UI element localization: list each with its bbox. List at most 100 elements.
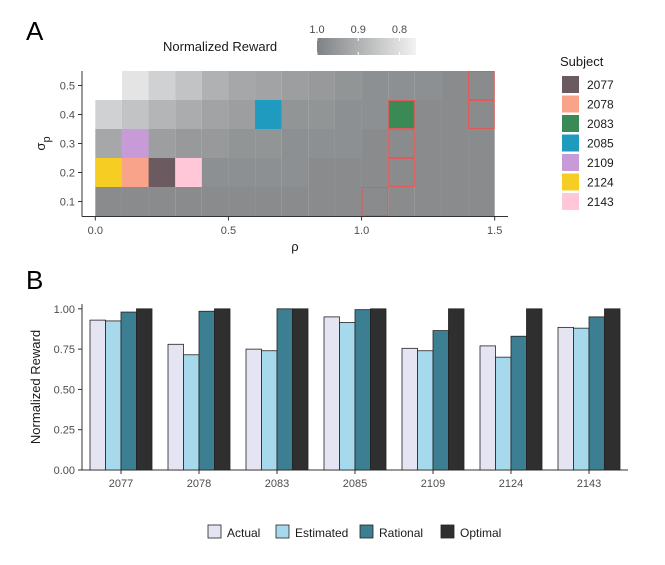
heatmap-y-axis-title: σp bbox=[33, 136, 53, 150]
subject-cell-2078 bbox=[121, 158, 149, 187]
bar-optimal-2143 bbox=[604, 308, 621, 471]
bar-y-tick-label: 0.25 bbox=[54, 425, 75, 437]
bar-actual-2078 bbox=[167, 343, 184, 471]
heatmap-cell bbox=[441, 100, 469, 129]
bar-x-tick-label: 2085 bbox=[343, 478, 367, 490]
bar-x-tick-label: 2077 bbox=[109, 478, 133, 490]
heatmap-x-tick-label: 0.5 bbox=[221, 225, 236, 237]
bar-y-tick-label: 0.75 bbox=[54, 344, 75, 356]
heatmap-cell bbox=[361, 129, 389, 158]
colorbar-tick-label: 1.0 bbox=[309, 24, 324, 36]
bar-estimated-2078 bbox=[183, 354, 200, 471]
bar-actual-2143 bbox=[557, 326, 574, 471]
heatmap-cell bbox=[148, 100, 176, 129]
heatmap-cell bbox=[175, 100, 202, 129]
heatmap-y-tick-label: 0.2 bbox=[60, 168, 75, 180]
subject-legend-title: Subject bbox=[560, 54, 604, 69]
subject-legend-swatch-2083 bbox=[562, 115, 579, 132]
heatmap-cell bbox=[414, 100, 442, 129]
bar-legend-swatch-rational bbox=[359, 524, 374, 539]
heatmap-cell bbox=[388, 71, 415, 100]
heatmap-cell bbox=[388, 158, 415, 187]
heatmap-cell bbox=[281, 158, 309, 187]
heatmap-x-tick-label: 1.0 bbox=[354, 225, 369, 237]
heatmap-cell bbox=[281, 129, 309, 158]
heatmap-cell bbox=[175, 187, 202, 216]
heatmap-cell bbox=[414, 187, 442, 216]
bar-y-tick-label: 0.00 bbox=[54, 465, 75, 477]
heatmap-cell bbox=[121, 71, 149, 100]
bar-legend-label: Actual bbox=[227, 526, 260, 540]
heatmap-cell bbox=[361, 187, 389, 216]
bar-rational-2124 bbox=[510, 335, 527, 471]
heatmap-cell bbox=[201, 129, 229, 158]
colorbar-ticks: 1.0 0.9 0.8 bbox=[309, 24, 407, 55]
heatmap-cell bbox=[281, 71, 309, 100]
bar-y-axis-title: Normalized Reward bbox=[28, 330, 43, 444]
bar-legend-label: Optimal bbox=[460, 526, 501, 540]
bar-legend-label: Estimated bbox=[295, 526, 348, 540]
bar-legend-swatch-optimal bbox=[440, 524, 455, 539]
bar-optimal-2124 bbox=[526, 308, 543, 471]
heatmap-optimal-outlines bbox=[361, 71, 495, 216]
subject-legend-label: 2124 bbox=[587, 176, 614, 190]
heatmap-cell bbox=[228, 158, 256, 187]
bar-actual-2077 bbox=[89, 319, 106, 471]
subject-legend-label: 2085 bbox=[587, 137, 614, 151]
bar-estimated-2124 bbox=[495, 356, 512, 471]
bar-chart-legend: Actual Estimated Rational Optimal bbox=[207, 524, 501, 540]
heatmap-cell bbox=[468, 187, 495, 216]
subject-legend-label: 2078 bbox=[587, 98, 614, 112]
colorbar-title: Normalized Reward bbox=[163, 39, 277, 54]
subject-legend-swatch-2085 bbox=[562, 134, 579, 152]
subject-legend: 2077 2078 2083 2085 2109 2124 2143 bbox=[562, 76, 614, 210]
bar-optimal-2078 bbox=[214, 308, 231, 471]
heatmap-cell bbox=[441, 187, 469, 216]
heatmap-cell bbox=[414, 129, 442, 158]
optimal-cell-outline bbox=[468, 71, 495, 100]
heatmap-cell bbox=[308, 71, 335, 100]
bar-actual-2083 bbox=[245, 348, 262, 471]
heatmap-cell bbox=[255, 187, 282, 216]
heatmap-y-tick-label: 0.5 bbox=[60, 81, 75, 93]
heatmap-cell bbox=[441, 158, 469, 187]
heatmap-y-tick-label: 0.1 bbox=[60, 197, 75, 209]
heatmap-cell bbox=[361, 158, 389, 187]
subject-legend-label: 2077 bbox=[587, 78, 614, 92]
heatmap-cell bbox=[414, 158, 442, 187]
subject-cell-2083 bbox=[388, 100, 415, 129]
bar-legend-swatch-actual bbox=[207, 524, 222, 539]
subject-cell-2077 bbox=[148, 158, 176, 187]
bar-rational-2109 bbox=[432, 330, 449, 471]
bar-rational-2078 bbox=[198, 310, 215, 471]
heatmap-cell bbox=[361, 71, 389, 100]
subject-legend-swatch-2077 bbox=[562, 76, 579, 93]
bar-optimal-2077 bbox=[136, 308, 153, 471]
heatmap-x-tick-label: 1.5 bbox=[487, 225, 502, 237]
subject-legend-swatch-2143 bbox=[562, 193, 579, 210]
heatmap-cell bbox=[388, 187, 415, 216]
bar-x-tick-label: 2109 bbox=[421, 478, 445, 490]
colorbar-gradient bbox=[317, 38, 416, 55]
heatmap-cell bbox=[201, 100, 229, 129]
colorbar-tick-label: 0.9 bbox=[351, 24, 366, 36]
heatmap-y-tick-label: 0.4 bbox=[60, 110, 75, 122]
heatmap-cell bbox=[281, 187, 309, 216]
subject-legend-swatch-2109 bbox=[562, 154, 579, 171]
heatmap-cell bbox=[95, 100, 122, 129]
heatmap-cell bbox=[95, 187, 122, 216]
bar-optimal-2109 bbox=[448, 308, 465, 471]
heatmap-cell bbox=[255, 129, 282, 158]
subject-legend-swatch-2078 bbox=[562, 95, 579, 113]
bar-actual-2109 bbox=[401, 347, 418, 471]
heatmap-cell bbox=[441, 71, 469, 100]
heatmap-cell bbox=[361, 100, 389, 129]
heatmap-cell bbox=[468, 129, 495, 158]
heatmap-cell bbox=[281, 100, 309, 129]
colorbar-tick-label: 0.8 bbox=[392, 24, 407, 36]
optimal-cell-outline bbox=[468, 100, 495, 129]
heatmap-cell bbox=[95, 129, 122, 158]
subject-legend-label: 2143 bbox=[587, 195, 614, 209]
heatmap-cell bbox=[308, 129, 335, 158]
